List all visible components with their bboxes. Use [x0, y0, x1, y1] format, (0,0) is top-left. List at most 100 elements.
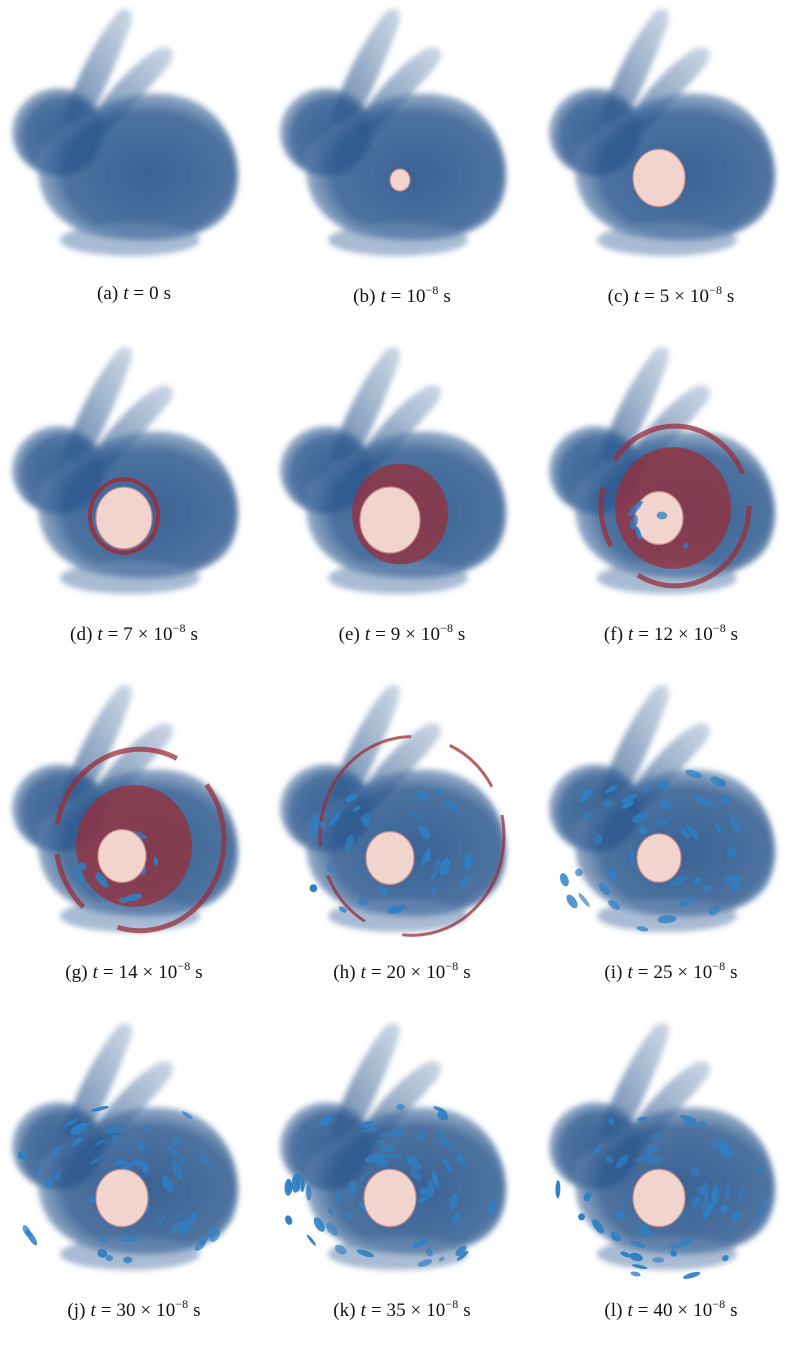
- cavitation-blob: [123, 1256, 133, 1264]
- cavitation-blob: [126, 1162, 135, 1167]
- cavitation-blob: [707, 801, 714, 807]
- panel-caption: (a) t = 0 s: [96, 283, 172, 304]
- panel-caption: (l) t = 40 × 10−8 s: [604, 1297, 738, 1321]
- cavitation-blob: [425, 1248, 433, 1257]
- bunny-body: [306, 93, 507, 241]
- cavitation-blob: [598, 883, 610, 896]
- bunny-volume: [549, 1022, 776, 1270]
- caption-label: (l): [604, 1300, 623, 1321]
- cavitation-blob: [95, 873, 108, 888]
- cavitation-blob: [683, 1271, 701, 1279]
- cavitation-blob: [430, 886, 438, 894]
- caption-exponent: −8: [709, 283, 723, 297]
- cavitation-blob: [702, 1203, 714, 1219]
- cavitation-blob: [621, 800, 634, 809]
- cavitation-blob: [699, 1120, 706, 1127]
- cavitation-blob: [718, 1142, 732, 1159]
- cavitation-blob: [318, 821, 328, 829]
- cavitation-blob: [143, 1126, 151, 1134]
- hot-core-region: [97, 829, 147, 884]
- cavitation-blob: [685, 769, 703, 779]
- cavitation-blob: [33, 1166, 39, 1178]
- hot-core-region: [95, 1168, 149, 1228]
- panel-caption: (c) t = 5 × 10−8 s: [607, 283, 735, 307]
- cavitation-blob: [436, 788, 445, 796]
- caption-label: (k): [333, 1300, 356, 1321]
- caption-unit: s: [195, 962, 203, 983]
- cavitation-blob: [627, 501, 642, 517]
- caption-unit: s: [730, 1300, 738, 1321]
- cavitation-blob: [702, 1181, 709, 1199]
- cavitation-blob: [452, 1211, 461, 1224]
- bunny-volume: [549, 684, 776, 932]
- cavitation-blob: [161, 1175, 170, 1189]
- cavitation-blob: [419, 1187, 429, 1196]
- cavitation-blob: [199, 1149, 209, 1168]
- bunny-feet: [60, 562, 200, 594]
- caption-exponent: −8: [425, 283, 439, 297]
- cavitation-blob: [757, 1165, 762, 1174]
- cavitation-blob: [579, 788, 593, 802]
- simulation-render: [549, 346, 776, 594]
- cavitation-blob: [406, 1155, 418, 1165]
- cavitation-blob: [559, 873, 569, 887]
- cavitation-blob: [615, 1209, 625, 1220]
- caption-unit: s: [463, 1300, 471, 1321]
- hot-core-region: [95, 486, 153, 550]
- caption-time-symbol: t: [360, 1300, 366, 1321]
- cavitation-blob: [584, 1190, 593, 1199]
- cavitation-blob: [708, 904, 721, 916]
- cavitation-blob: [305, 1184, 312, 1201]
- cavitation-blob: [650, 1134, 663, 1138]
- caption-exponent: −8: [177, 959, 191, 973]
- cavitation-blob: [50, 1145, 61, 1160]
- cavitation-blob: [437, 1111, 449, 1121]
- panel-i: (i) t = 25 × 10−8 s: [537, 676, 805, 1011]
- cavitation-blob: [437, 1136, 453, 1150]
- cavitation-blob: [578, 893, 590, 907]
- cavitation-blob: [153, 856, 159, 867]
- hot-core-region: [636, 833, 682, 883]
- hot-core-region: [389, 168, 411, 192]
- cavitation-blob: [319, 1114, 333, 1127]
- cavitation-blob: [380, 887, 388, 897]
- cavitation-blobs: [559, 769, 742, 932]
- cavitation-blob: [691, 1195, 702, 1208]
- cavitation-blob: [461, 875, 470, 888]
- bunny-volume: [12, 8, 239, 256]
- caption-label: (e): [338, 624, 360, 645]
- cavitation-blob: [383, 1153, 403, 1158]
- cavitation-blob: [392, 905, 408, 911]
- cavitation-blob: [306, 1234, 316, 1246]
- cavitation-blob: [724, 1185, 731, 1199]
- hot-core-region: [365, 831, 415, 886]
- cavitation-blob: [313, 1217, 325, 1232]
- cavitation-blob: [593, 1144, 602, 1155]
- cavitation-blob: [722, 1254, 729, 1262]
- bunny-feet: [328, 224, 468, 256]
- cavitation-blob: [714, 822, 722, 835]
- caption-unit: s: [730, 624, 739, 645]
- cavitation-blob: [670, 1240, 689, 1249]
- cavitation-blob: [620, 793, 638, 804]
- cavitation-blob: [680, 1115, 697, 1122]
- hot-core-region: [632, 148, 686, 208]
- cavitation-blob: [360, 1174, 365, 1183]
- cavitation-blob: [71, 1137, 83, 1147]
- bunny-feet: [597, 224, 737, 256]
- cavitation-blob: [77, 862, 87, 871]
- panel-f: (f) t = 12 × 10−8 s: [537, 338, 805, 673]
- cavitation-blob: [367, 835, 375, 846]
- cavitation-blob: [631, 1264, 648, 1270]
- cavitation-blob: [582, 811, 591, 820]
- cavitation-blob: [339, 906, 347, 913]
- cavitation-blob: [425, 848, 431, 863]
- cavitation-blob: [124, 893, 143, 902]
- cavitation-blob: [44, 1177, 54, 1188]
- cavitation-blob: [607, 1117, 615, 1125]
- cavitation-blobs: [555, 1115, 767, 1279]
- cavitation-blob: [122, 1235, 139, 1242]
- cavitation-blob: [418, 1132, 426, 1140]
- cavitation-blob: [416, 790, 427, 800]
- cavitation-blob: [171, 1161, 184, 1180]
